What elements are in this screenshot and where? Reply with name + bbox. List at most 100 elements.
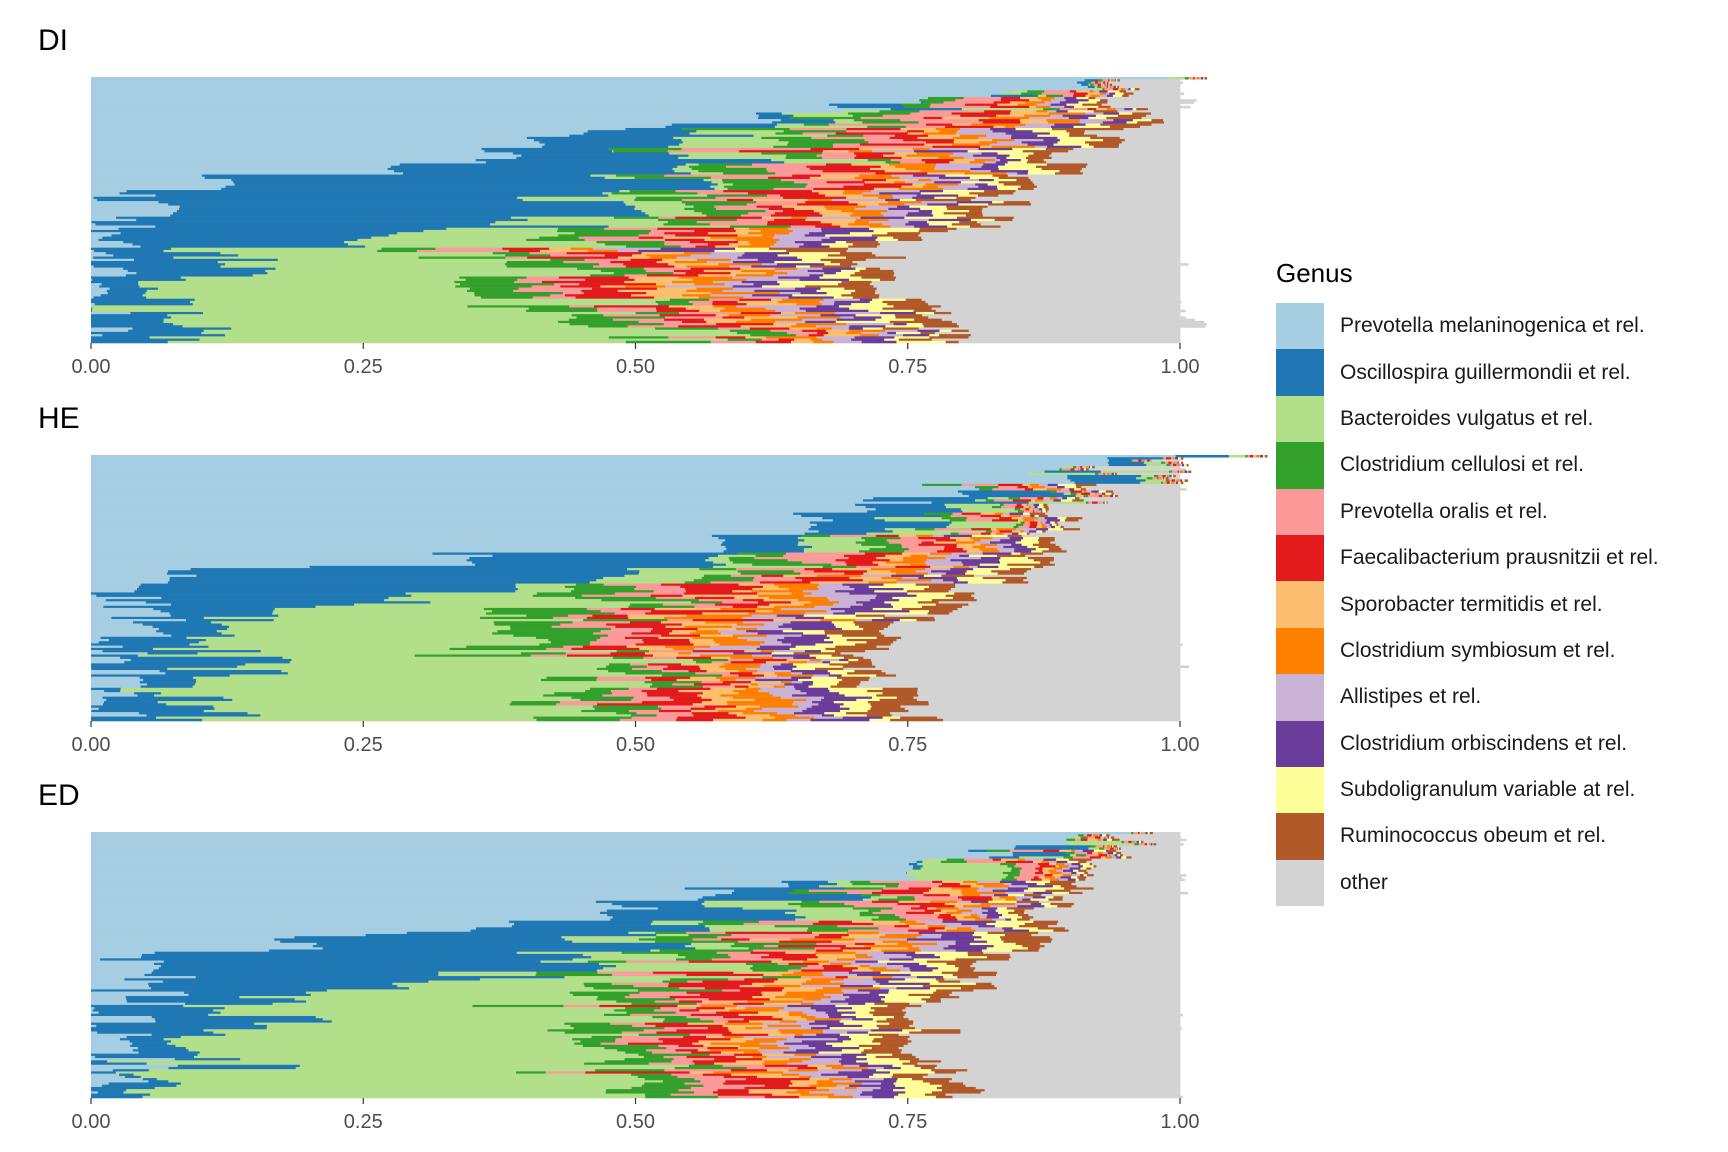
bar-segment (969, 192, 1014, 195)
bar-segment (91, 96, 929, 100)
bar-segment (91, 1004, 184, 1008)
bar-segment (900, 705, 1181, 708)
bar-segment (1090, 136, 1121, 140)
bar-segment (686, 265, 730, 268)
bar-segment (765, 307, 801, 311)
bar-segment (892, 1053, 913, 1057)
bar-segment (704, 705, 737, 708)
bar-segment (740, 572, 801, 575)
bar-segment (573, 1027, 665, 1030)
bar-segment (1004, 125, 1016, 129)
bar-segment (1098, 494, 1103, 498)
bar-segment (616, 1000, 656, 1003)
bar-segment (1112, 856, 1117, 859)
bar-segment (679, 143, 788, 147)
bar-segment (789, 127, 847, 131)
bar-segment (918, 327, 1181, 330)
bar-segment (982, 911, 999, 915)
bar-segment (681, 139, 780, 142)
bar-segment (1013, 192, 1181, 195)
bar-segment (158, 967, 604, 970)
bar-segment (668, 263, 719, 266)
bar-segment (1014, 548, 1037, 551)
bar-segment (630, 714, 657, 717)
bar-segment (783, 1051, 820, 1054)
bar-segment (923, 101, 944, 104)
bar-segment (910, 1060, 942, 1063)
bar-segment (1165, 479, 1170, 482)
bar-segment (492, 252, 530, 255)
bar-segment (655, 1024, 724, 1028)
bar-segment (933, 991, 953, 995)
bar-segment (938, 885, 972, 888)
bar-segment (782, 196, 847, 200)
bar-segment (956, 201, 993, 204)
bar-segment (986, 134, 1012, 138)
bar-segment (602, 694, 648, 697)
bar-segment (738, 245, 771, 248)
bar-segment (91, 967, 160, 970)
bar-segment (786, 991, 844, 995)
bar-segment (867, 1062, 903, 1066)
bar-segment (841, 936, 880, 939)
x-tick-label: 0.25 (344, 734, 383, 756)
bar-segment (91, 468, 1056, 471)
bar-segment (956, 543, 981, 547)
bar-segment (1068, 150, 1181, 153)
bar-segment (772, 1093, 801, 1097)
bar-segment (744, 650, 762, 653)
bar-segment (825, 1064, 845, 1068)
bar-segment (962, 894, 981, 897)
bar-segment (1058, 523, 1181, 527)
bar-segment (913, 865, 924, 868)
bar-segment (745, 1027, 763, 1030)
bar-segment (853, 654, 1181, 658)
bar-segment (627, 325, 679, 328)
bar-segment (965, 572, 999, 575)
bar-segment (168, 1080, 664, 1083)
bar-segment (1059, 468, 1063, 471)
bar-segment (912, 945, 949, 948)
bar-segment (91, 625, 154, 629)
bar-segment (838, 681, 861, 684)
bar-segment (736, 568, 805, 571)
bar-segment (822, 661, 831, 664)
bar-segment (91, 119, 782, 122)
bar-segment (467, 305, 570, 308)
bar-segment (855, 951, 885, 955)
bar-segment (917, 601, 939, 604)
bar-segment (273, 610, 493, 613)
bar-segment (782, 1018, 807, 1021)
bar-segment (1046, 525, 1052, 529)
bar-segment (697, 694, 721, 697)
bar-segment (567, 654, 654, 658)
bar-segment (1126, 121, 1138, 124)
bar-segment (213, 1031, 566, 1035)
bar-segment (91, 134, 570, 138)
bar-segment (756, 112, 783, 115)
bar-segment (691, 1051, 722, 1054)
bar-segment (901, 607, 958, 611)
bar-segment (1007, 534, 1023, 538)
bar-segment (163, 318, 570, 322)
bar-segment (853, 905, 921, 908)
bar-segment (972, 962, 1181, 966)
bar-segment (951, 991, 1181, 995)
bar-segment (855, 643, 892, 646)
bar-segment (517, 196, 637, 200)
bar-segment (650, 630, 673, 633)
bar-segment (916, 594, 947, 598)
bar-segment (913, 696, 1181, 700)
bar-segment (1102, 494, 1105, 498)
bar-segment (745, 1007, 785, 1010)
bar-segment (842, 716, 884, 720)
bar-segment (748, 947, 816, 950)
bar-segment (1012, 854, 1071, 857)
bar-segment (514, 280, 543, 284)
bar-segment (1048, 548, 1062, 551)
bar-segment (1069, 867, 1081, 870)
bar-segment (888, 980, 939, 984)
bar-segment (1008, 958, 1181, 961)
bar-segment (868, 141, 927, 144)
bar-segment (664, 241, 691, 244)
